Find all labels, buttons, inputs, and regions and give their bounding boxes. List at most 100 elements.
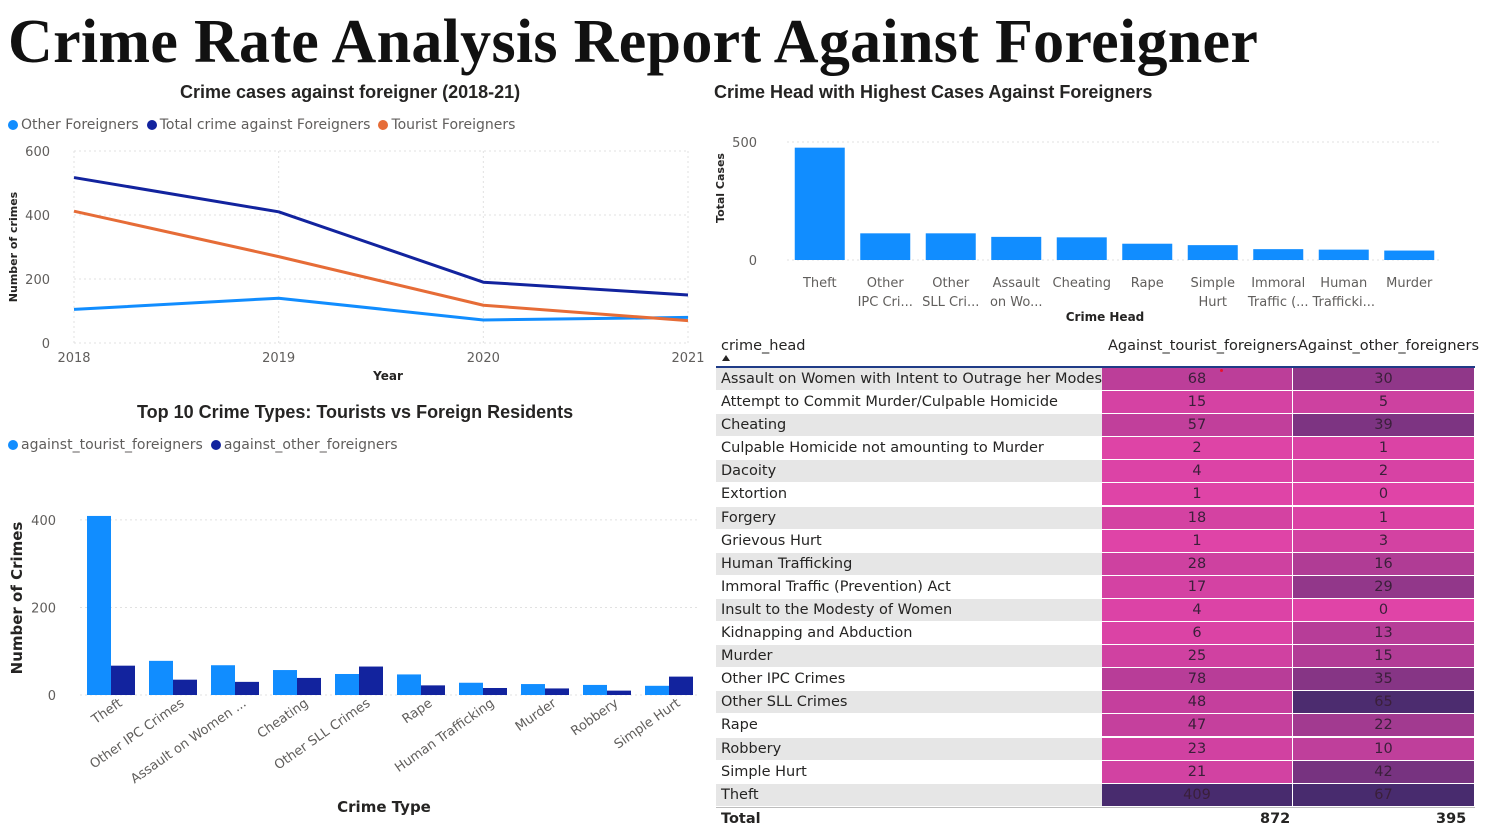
table-row[interactable]: Kidnapping and Abduction 6 13 xyxy=(716,622,1475,645)
x-tick-label: Other xyxy=(932,276,970,291)
legend-item-other-foreigners[interactable]: Other Foreigners xyxy=(8,117,139,133)
bar xyxy=(149,660,173,695)
crime-head-cell: Theft xyxy=(716,783,1107,806)
legend-item-other[interactable]: against_other_foreigners xyxy=(210,437,398,453)
x-axis-title: Year xyxy=(372,369,403,383)
line-chart-legend[interactable]: Other Foreigners Total crime against For… xyxy=(8,117,523,133)
table-row[interactable]: Other SLL Crimes 48 65 xyxy=(716,691,1475,714)
bar xyxy=(545,688,569,695)
tourist-value-cell: 47 xyxy=(1102,714,1292,737)
tourist-value-cell: 4 xyxy=(1102,598,1292,621)
y-tick-label: 500 xyxy=(732,136,757,151)
sort-ascending-icon[interactable] xyxy=(722,355,730,361)
x-tick-label: Cheating xyxy=(1053,276,1111,291)
bar xyxy=(1056,237,1107,260)
legend-label: against_tourist_foreigners xyxy=(21,437,203,453)
crime-head-cell: Robbery xyxy=(716,737,1107,760)
x-tick-label: Assault xyxy=(993,276,1040,291)
table-row[interactable]: Immoral Traffic (Prevention) Act 17 29 xyxy=(716,575,1475,599)
table-row[interactable]: Forgery 18 1 xyxy=(716,506,1475,530)
y-tick-label: 400 xyxy=(25,209,50,224)
bar xyxy=(925,233,976,260)
x-tick-label: Murder xyxy=(1386,276,1433,291)
other-value-cell: 22 xyxy=(1293,714,1474,737)
bar xyxy=(1122,243,1173,260)
table-row[interactable]: Cheating 57 39 xyxy=(716,414,1475,437)
tourist-value-cell: 1 xyxy=(1102,483,1292,506)
bar xyxy=(397,674,421,695)
legend-dot xyxy=(8,120,18,130)
header-against-tourist[interactable]: Against_tourist_foreigners xyxy=(1108,338,1298,354)
bar xyxy=(1253,249,1304,260)
bar xyxy=(607,690,631,695)
other-value-cell: 0 xyxy=(1293,598,1474,621)
bar-chart-legend[interactable]: against_tourist_foreigners against_other… xyxy=(8,437,406,453)
table-row[interactable]: Attempt to Commit Murder/Culpable Homici… xyxy=(716,391,1475,414)
table-row[interactable]: Robbery 23 10 xyxy=(716,737,1475,761)
x-tick-label: Other xyxy=(867,276,905,291)
crime-head-cell: Forgery xyxy=(716,506,1107,529)
crime-head-cell: Attempt to Commit Murder/Culpable Homici… xyxy=(721,394,1058,411)
y-tick-label: 600 xyxy=(25,145,50,160)
table-row[interactable]: Culpable Homicide not amounting to Murde… xyxy=(716,437,1475,460)
crime-head-cell: Insult to the Modesty of Women xyxy=(716,598,1107,621)
bar xyxy=(583,684,607,695)
series-line xyxy=(73,176,689,297)
legend-item-tourist-foreigners[interactable]: Tourist Foreigners xyxy=(378,117,515,133)
crime-head-cell: Grievous Hurt xyxy=(721,532,822,549)
y-tick-label: 200 xyxy=(25,273,50,288)
table-row[interactable]: Extortion 1 0 xyxy=(716,483,1475,506)
other-value-cell: 2 xyxy=(1293,460,1474,483)
other-value-cell: 35 xyxy=(1293,668,1474,691)
bar xyxy=(297,677,321,695)
x-tick-label: IPC Cri... xyxy=(858,295,913,310)
series-line xyxy=(73,209,689,323)
crime-matrix-table: crime_head Against_tourist_foreigners Ag… xyxy=(716,333,1479,833)
x-tick-label: Trafficki... xyxy=(1311,295,1375,310)
x-tick-label: on Wo... xyxy=(990,295,1043,310)
header-against-other[interactable]: Against_other_foreigners xyxy=(1298,338,1479,354)
table-body: Assault on Women with Intent to Outrage … xyxy=(716,368,1475,807)
bar xyxy=(1187,245,1238,260)
table-row[interactable]: Assault on Women with Intent to Outrage … xyxy=(716,368,1475,391)
table-row[interactable]: Rape 47 22 xyxy=(716,714,1475,737)
table-row[interactable]: Grievous Hurt 1 3 xyxy=(716,529,1475,553)
tourist-value-cell: 409 xyxy=(1102,783,1292,806)
bar xyxy=(669,676,693,695)
x-tick-label: Simple Hurt xyxy=(612,696,684,752)
table-row[interactable]: Human Trafficking 28 16 xyxy=(716,552,1475,576)
y-tick-label: 0 xyxy=(42,337,50,352)
table-row[interactable]: Dacoity 4 2 xyxy=(716,460,1475,483)
table-row[interactable]: Murder 25 15 xyxy=(716,645,1475,668)
header-crime-head[interactable]: crime_head xyxy=(721,338,806,354)
crime-head-cell: Rape xyxy=(721,717,758,734)
bar xyxy=(235,681,259,695)
other-value-cell: 3 xyxy=(1293,529,1474,552)
legend-item-total-crime[interactable]: Total crime against Foreigners xyxy=(146,117,370,133)
bar xyxy=(359,666,383,695)
bar xyxy=(991,236,1042,260)
bar xyxy=(421,685,445,695)
tourist-value-cell: 15 xyxy=(1102,391,1292,414)
bar xyxy=(459,682,483,695)
legend-item-tourist[interactable]: against_tourist_foreigners xyxy=(8,437,203,453)
bar xyxy=(1318,249,1369,260)
bar xyxy=(111,665,135,695)
crime-head-cell: Culpable Homicide not amounting to Murde… xyxy=(721,440,1044,457)
table-row[interactable]: Insult to the Modesty of Women 4 0 xyxy=(716,598,1475,622)
y-tick-label: 0 xyxy=(749,254,757,269)
tourist-value-cell: 78 xyxy=(1102,668,1292,691)
table-row[interactable]: Simple Hurt 21 42 xyxy=(716,760,1475,784)
table-row[interactable]: Other IPC Crimes 78 35 xyxy=(716,668,1475,691)
table-row[interactable]: Theft 409 67 xyxy=(716,783,1475,807)
other-value-cell: 1 xyxy=(1293,437,1474,460)
crime-head-cell: Murder xyxy=(716,645,1107,668)
other-value-cell: 1 xyxy=(1293,506,1474,529)
other-value-cell: 5 xyxy=(1293,391,1474,414)
tourist-value-cell: 2 xyxy=(1102,437,1292,460)
x-tick-label: Simple xyxy=(1191,276,1235,291)
x-tick-label: Human xyxy=(1320,276,1367,291)
line-chart-title: Crime cases against foreigner (2018-21) xyxy=(180,82,521,102)
tourist-value-cell: 28 xyxy=(1102,552,1292,575)
